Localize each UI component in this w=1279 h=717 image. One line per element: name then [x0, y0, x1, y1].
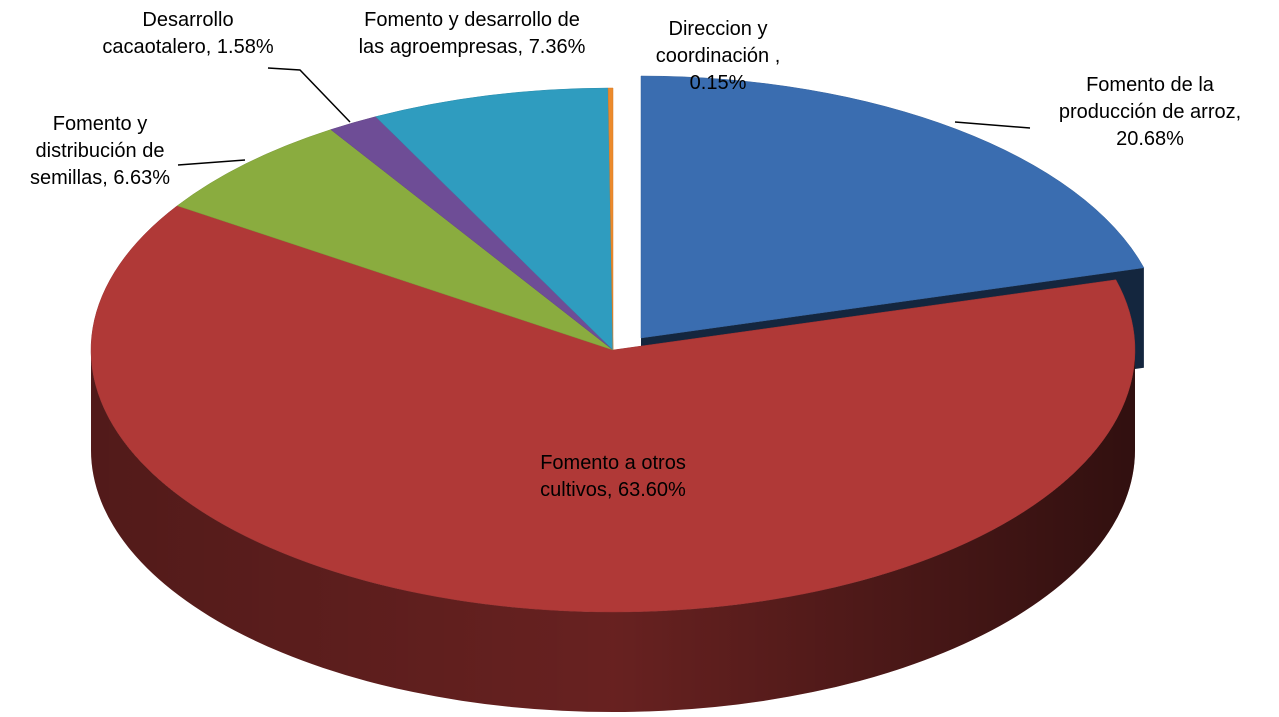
slice-side-shade	[91, 350, 1135, 712]
slice	[375, 87, 614, 351]
data-label: Fomento y desarrollo de las agroempresas…	[352, 7, 592, 61]
slice-name: Fomento de la producción de arroz,	[1058, 74, 1242, 123]
slice-value: 0.15%	[689, 72, 747, 94]
slice	[90, 205, 1136, 613]
slice-value: 7.36%	[528, 36, 586, 58]
slice-value: 6.63%	[113, 167, 171, 189]
data-label: Fomento a otros cultivos, 63.60%	[503, 450, 723, 504]
slice-name: Fomento y desarrollo de las agroempresas…	[358, 9, 580, 58]
leader-line	[177, 159, 246, 166]
slice-name: Desarrollo cacaotalero,	[102, 9, 234, 58]
data-label: Fomento y distribución de semillas, 6.63…	[10, 111, 190, 192]
slice-name: Fomento a otros cultivos,	[540, 452, 686, 501]
slice	[176, 129, 614, 351]
slice	[640, 75, 1145, 339]
slice	[607, 87, 614, 351]
data-label: Direccion y coordinación , 0.15%	[628, 16, 808, 97]
slice-name: Fomento y distribución de semillas,	[29, 113, 165, 189]
leader-line	[267, 67, 351, 123]
leader-line	[954, 121, 1031, 129]
slice-value: 63.60%	[617, 479, 686, 501]
slice-value: 1.58%	[216, 36, 274, 58]
slice-value: 20.68%	[1116, 128, 1184, 150]
data-label: Fomento de la producción de arroz, 20.68…	[1040, 72, 1260, 153]
data-label: Desarrollo cacaotalero, 1.58%	[98, 7, 278, 61]
slice-name: Direccion y coordinación ,	[655, 18, 781, 67]
